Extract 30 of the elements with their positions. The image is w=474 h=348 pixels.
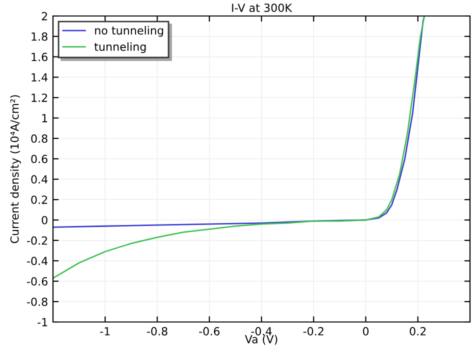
y-axis-title: Current density (10⁴A/cm²) <box>10 95 21 244</box>
y-tick-label: 0.8 <box>31 134 48 143</box>
x-tick-label: -0.4 <box>251 327 272 336</box>
y-tick-label: 1 <box>42 114 48 122</box>
y-tick-label: -1 <box>38 318 48 326</box>
legend-label: no tunneling <box>95 26 164 37</box>
legend-label: tunneling <box>94 42 146 54</box>
y-tick-label: 0.6 <box>31 154 48 164</box>
line-series <box>53 16 426 228</box>
y-tick-label: 0.4 <box>31 175 48 184</box>
y-tick-label: 1.4 <box>32 73 48 82</box>
y-tick-label: -0.2 <box>27 236 48 245</box>
x-tick-label: -1 <box>100 327 110 336</box>
y-tick-label: -0.8 <box>27 298 48 306</box>
x-tick-label: 0.2 <box>410 327 426 336</box>
x-tick-label: 0 <box>362 327 369 336</box>
y-tick-label: 1.8 <box>32 32 48 41</box>
chart-title: I-V at 300K <box>232 4 292 12</box>
x-tick-label: -0.2 <box>303 327 324 336</box>
y-tick-label: 2 <box>42 12 48 20</box>
y-tick-label: 1.2 <box>32 94 48 102</box>
y-tick-label: 1.6 <box>32 52 48 62</box>
line-series <box>53 16 426 279</box>
y-tick-label: -0.6 <box>27 277 48 286</box>
x-tick-label: -0.8 <box>146 327 168 336</box>
x-axis-title: Va (V) <box>244 334 278 345</box>
y-tick-label: 0 <box>42 216 48 224</box>
y-tick-label: 0.2 <box>31 196 48 204</box>
y-tick-label: -0.4 <box>27 256 48 266</box>
x-tick-label: -0.6 <box>199 327 220 336</box>
